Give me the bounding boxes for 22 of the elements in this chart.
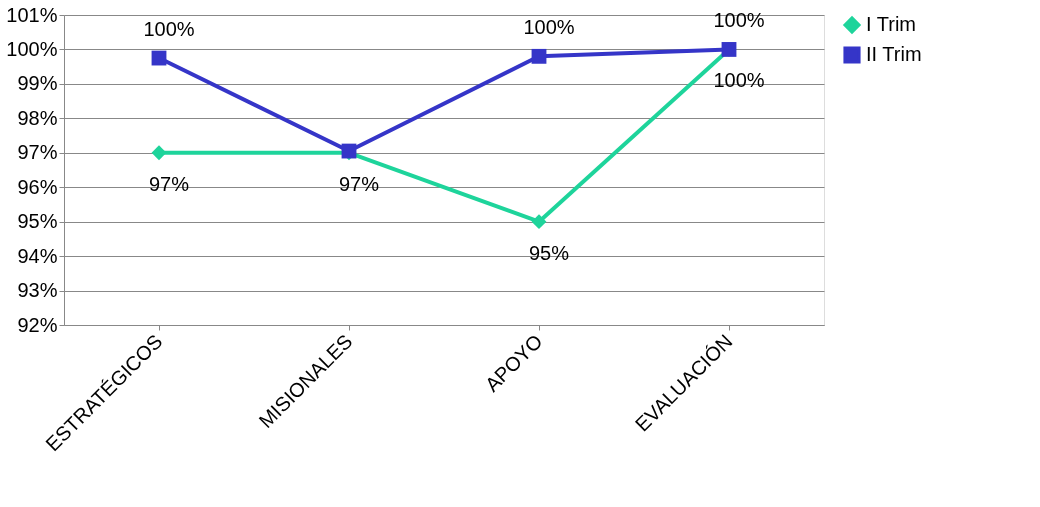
legend-label: II Trim [866,43,922,65]
data-label: 100% [523,16,575,39]
y-tick-label: 101% [6,3,58,26]
legend-label: I Trim [866,13,916,35]
y-tick-label: 95% [17,210,58,233]
data-label: 95% [528,241,570,264]
y-tick-label: 100% [6,37,58,60]
y-tick-label: 99% [17,72,58,95]
data-label: 97% [338,172,380,195]
data-label: 100% [713,9,765,32]
data-label: 100% [143,18,195,41]
y-tick-label: 97% [17,141,58,164]
y-tick-label: 94% [17,244,58,267]
y-tick-label: 98% [17,106,58,129]
data-label: 97% [148,172,190,195]
data-label: 100% [713,69,765,92]
y-tick-label: 93% [17,279,58,302]
point [531,214,547,230]
point [151,145,167,161]
y-tick-label: 92% [17,313,58,336]
y-tick-label: 96% [17,175,58,198]
point [531,48,547,64]
